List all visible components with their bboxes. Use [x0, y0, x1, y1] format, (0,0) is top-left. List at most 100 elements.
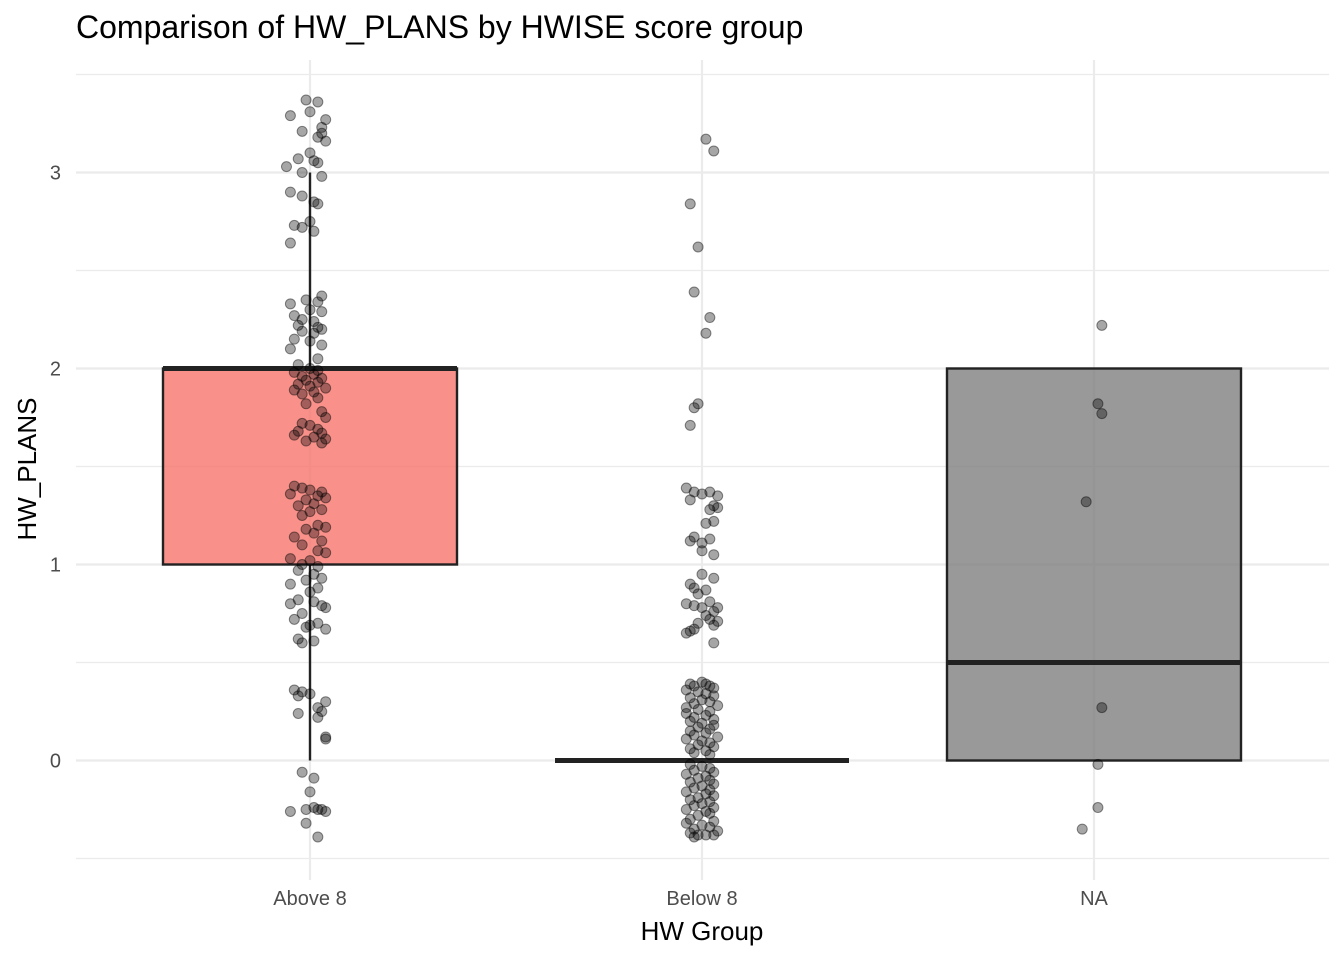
data-point: [308, 368, 320, 380]
data-point: [680, 786, 692, 798]
data-point: [316, 406, 328, 418]
data-point: [708, 778, 720, 790]
data-point: [680, 804, 692, 815]
data-point: [696, 676, 708, 688]
data-point: [696, 545, 708, 557]
data-point: [304, 419, 316, 431]
data-point: [708, 500, 720, 512]
data-point: [296, 370, 308, 382]
data-point: [700, 584, 712, 596]
data-point: [320, 382, 332, 394]
data-point: [288, 384, 300, 396]
data-point: [704, 749, 716, 761]
data-point: [708, 766, 720, 778]
data-point: [312, 353, 324, 365]
data-point: [316, 121, 328, 133]
data-point: [696, 568, 708, 580]
data-point: [712, 502, 724, 514]
data-point: [288, 310, 300, 322]
data-point: [312, 376, 324, 388]
data-point: [284, 598, 296, 610]
data-point: [680, 684, 692, 696]
data-point: [320, 114, 332, 126]
data-point: [696, 488, 708, 500]
data-point: [304, 484, 316, 496]
data-point: [684, 813, 696, 825]
data-point: [316, 706, 328, 717]
data-point: [712, 602, 724, 614]
boxes-layer: [161, 172, 1243, 763]
data-point: [312, 157, 324, 169]
data-point: [320, 805, 332, 817]
data-point: [304, 786, 316, 798]
data-point: [700, 805, 712, 817]
data-point: [688, 531, 700, 543]
data-point: [696, 780, 708, 792]
data-point: [292, 707, 304, 719]
data-point: [708, 549, 720, 561]
jitter-points-layer: [280, 94, 1108, 843]
data-point: [704, 312, 716, 324]
data-point: [320, 696, 332, 708]
y-tick-label: 1: [50, 555, 61, 577]
data-point: [700, 517, 712, 529]
data-point: [320, 492, 332, 504]
data-point: [312, 131, 324, 143]
data-point: [288, 613, 300, 625]
data-point: [280, 161, 292, 173]
data-point: [316, 535, 328, 547]
data-point: [688, 402, 700, 414]
data-point: [704, 796, 716, 808]
data-point: [1076, 823, 1088, 835]
data-point: [708, 515, 720, 527]
data-point: [692, 739, 704, 751]
data-point: [700, 609, 712, 621]
x-tick-label: Above 8: [273, 888, 346, 910]
data-point: [300, 494, 312, 506]
data-point: [296, 686, 308, 698]
data-point: [684, 198, 696, 210]
data-point: [300, 817, 312, 829]
data-point: [284, 110, 296, 122]
data-point: [316, 372, 328, 384]
data-point: [312, 423, 324, 435]
data-point: [296, 325, 308, 337]
data-point: [1096, 702, 1108, 714]
data-point: [708, 690, 720, 702]
data-point: [692, 704, 704, 716]
chart-title: Comparison of HW_PLANS by HWISE score gr…: [76, 9, 803, 45]
data-point: [316, 486, 328, 498]
data-point: [300, 294, 312, 306]
data-point: [700, 327, 712, 339]
data-point: [316, 504, 328, 516]
data-point: [316, 437, 328, 449]
data-point: [704, 486, 716, 498]
data-point: [688, 623, 700, 635]
data-point: [696, 760, 708, 772]
y-tick-label: 0: [50, 751, 61, 773]
data-point: [708, 682, 720, 694]
data-point: [300, 94, 312, 106]
data-point: [284, 343, 296, 355]
data-point: [304, 619, 316, 631]
data-point: [296, 539, 308, 551]
data-point: [712, 825, 724, 837]
data-point: [1092, 758, 1104, 770]
data-point: [1096, 408, 1108, 420]
data-point: [320, 433, 332, 445]
data-point: [684, 419, 696, 431]
data-point: [320, 731, 332, 743]
data-point: [704, 784, 716, 796]
data-point: [696, 717, 708, 729]
data-point: [304, 106, 316, 118]
data-point: [696, 602, 708, 614]
data-point: [688, 711, 700, 723]
data-point: [296, 482, 308, 494]
data-point: [304, 380, 316, 392]
data-point: [1092, 398, 1104, 410]
data-point: [316, 427, 328, 439]
data-point: [288, 429, 300, 441]
data-point: [296, 608, 308, 619]
data-point: [708, 637, 720, 649]
